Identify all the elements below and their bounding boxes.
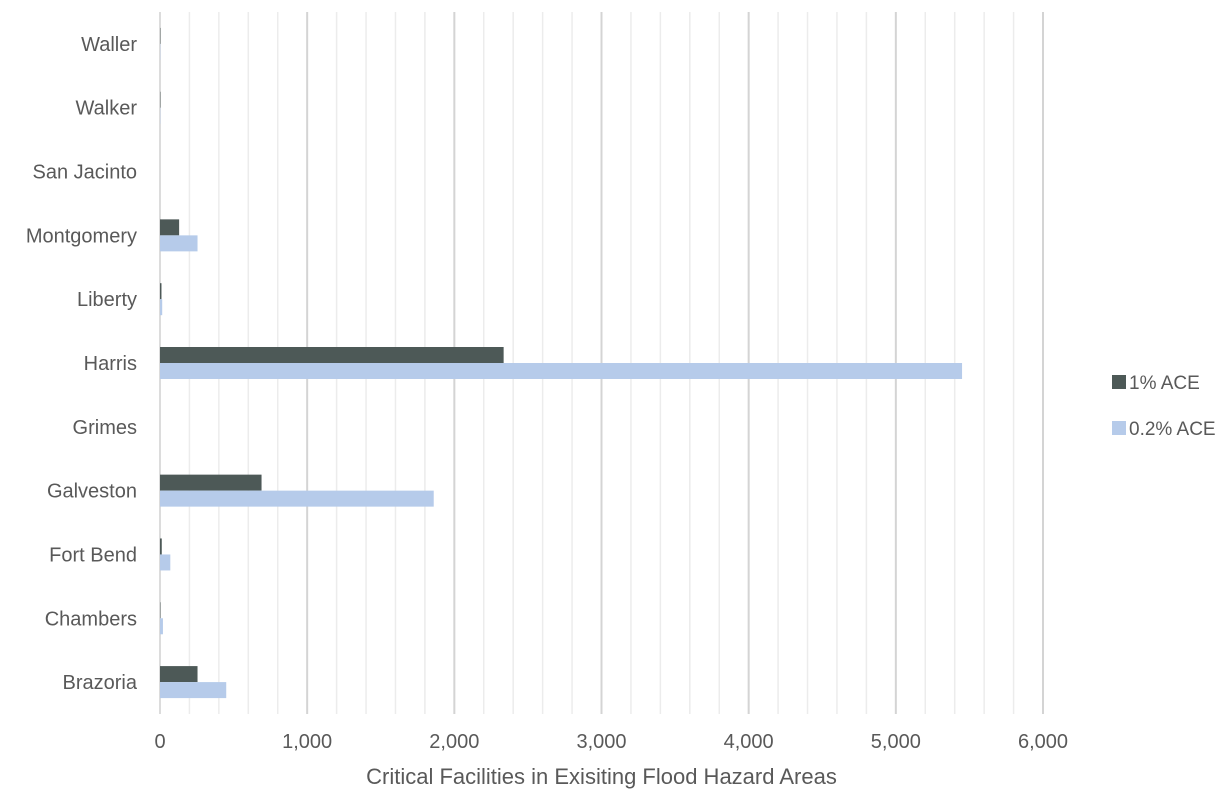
legend-swatch: [1112, 421, 1126, 435]
category-label: Chambers: [45, 608, 137, 630]
category-label: Walker: [76, 98, 138, 120]
bar-point-two-percent-ace: [160, 682, 227, 699]
x-tick-label: 6,000: [1018, 731, 1068, 753]
bar-point-two-percent-ace: [160, 618, 163, 635]
category-label: Waller: [81, 34, 137, 56]
x-tick-label: 5,000: [871, 731, 921, 753]
category-label: Montgomery: [26, 225, 137, 247]
bar-point-two-percent-ace: [160, 554, 171, 571]
bar-point-two-percent-ace: [160, 299, 163, 316]
x-tick-label: 1,000: [282, 731, 332, 753]
x-axis-title: Critical Facilities in Exisiting Flood H…: [366, 764, 837, 789]
bar-point-two-percent-ace: [160, 235, 198, 252]
category-label: Liberty: [77, 289, 137, 311]
legend: 1% ACE 0.2% ACE: [1112, 373, 1216, 440]
bar-one-percent-ace: [160, 474, 262, 491]
x-tick-labels: 0 1,000 2,000 3,000 4,000 5,000 6,000: [154, 731, 1068, 753]
bar-one-percent-ace: [160, 666, 198, 683]
category-label: Galveston: [47, 481, 137, 503]
bar-one-percent-ace: [160, 219, 180, 236]
legend-label: 1% ACE: [1129, 373, 1200, 394]
category-labels: Brazoria Chambers Fort Bend Galveston Grimes…: [26, 34, 138, 694]
category-label: San Jacinto: [32, 162, 137, 184]
x-tick-label: 2,000: [429, 731, 479, 753]
x-tick-label: 3,000: [576, 731, 626, 753]
bar-one-percent-ace: [160, 347, 504, 363]
bars: [160, 27, 963, 699]
bar-point-two-percent-ace: [160, 490, 434, 507]
category-label: Brazoria: [63, 672, 138, 694]
bar-point-two-percent-ace: [160, 363, 963, 379]
legend-swatch: [1112, 375, 1126, 389]
bar-one-percent-ace: [160, 283, 162, 300]
bar-one-percent-ace: [160, 538, 162, 555]
category-label: Grimes: [73, 417, 137, 439]
category-label: Fort Bend: [49, 544, 137, 566]
x-tick-label: 0: [154, 731, 165, 753]
legend-label: 0.2% ACE: [1129, 419, 1216, 440]
category-label: Harris: [84, 353, 137, 375]
x-tick-label: 4,000: [724, 731, 774, 753]
